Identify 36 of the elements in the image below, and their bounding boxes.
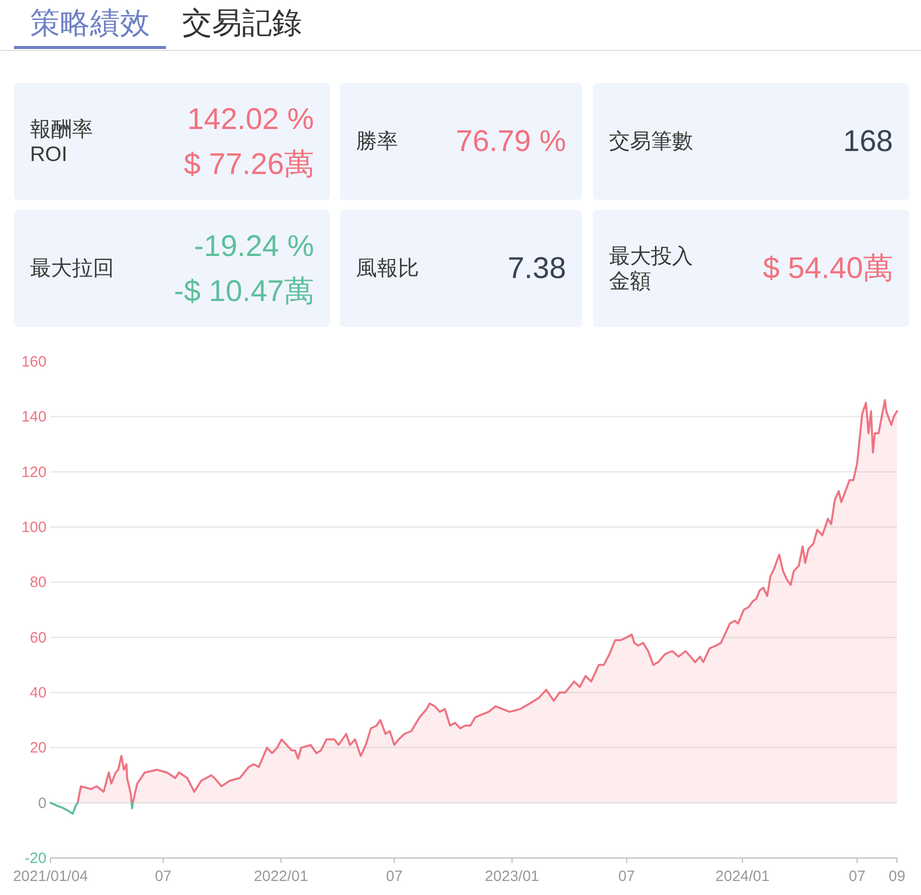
card-value: 7.38 xyxy=(508,251,566,287)
y-tick-label: 60 xyxy=(30,629,46,646)
y-tick-label: 100 xyxy=(21,519,46,536)
x-tick-label: 2024/01 xyxy=(715,868,770,885)
tab-label: 交易記錄 xyxy=(181,6,303,42)
card-value: 76.79 % xyxy=(456,124,566,160)
x-tick-label: 07 xyxy=(386,868,403,885)
card-value: $ 54.40萬 xyxy=(762,251,893,287)
card-value: -19.24 % xyxy=(192,228,314,264)
y-tick-label: 20 xyxy=(30,740,46,757)
card-value: -$ 10.47萬 xyxy=(174,274,314,310)
x-tick-label: 07 xyxy=(154,868,172,885)
x-tick-label: 2022/01 xyxy=(254,868,308,885)
card-value: 168 xyxy=(842,124,893,160)
y-tick-label: -20 xyxy=(24,850,46,867)
y-tick-label: 120 xyxy=(21,464,46,481)
x-tick-label: 09 xyxy=(888,868,906,885)
card-label: ROI xyxy=(30,142,68,166)
y-tick-label: 80 xyxy=(30,574,46,592)
x-tick-label: 07 xyxy=(618,868,635,885)
card-label: 最大拉回 xyxy=(30,256,114,281)
y-tick-label: 160 xyxy=(21,354,46,370)
y-tick-label: 0 xyxy=(38,794,46,812)
card-label: 風報比 xyxy=(356,256,419,281)
card-label: 報酬率 xyxy=(30,116,93,142)
card-value: $ 77.26萬 xyxy=(184,146,314,182)
card-label: 最大投入金額 xyxy=(609,244,694,294)
x-tick-label: 2023/01 xyxy=(484,868,540,885)
card-label: 交易筆數 xyxy=(609,129,693,154)
y-tick-label: 140 xyxy=(21,408,46,426)
card-label: 勝率 xyxy=(356,129,398,154)
x-tick-label: 2021/01/04 xyxy=(12,868,88,885)
card-value: 142.02 % xyxy=(186,102,314,138)
y-tick-label: 40 xyxy=(30,684,46,702)
line-series xyxy=(50,802,79,815)
x-tick-label: 07 xyxy=(848,868,866,885)
